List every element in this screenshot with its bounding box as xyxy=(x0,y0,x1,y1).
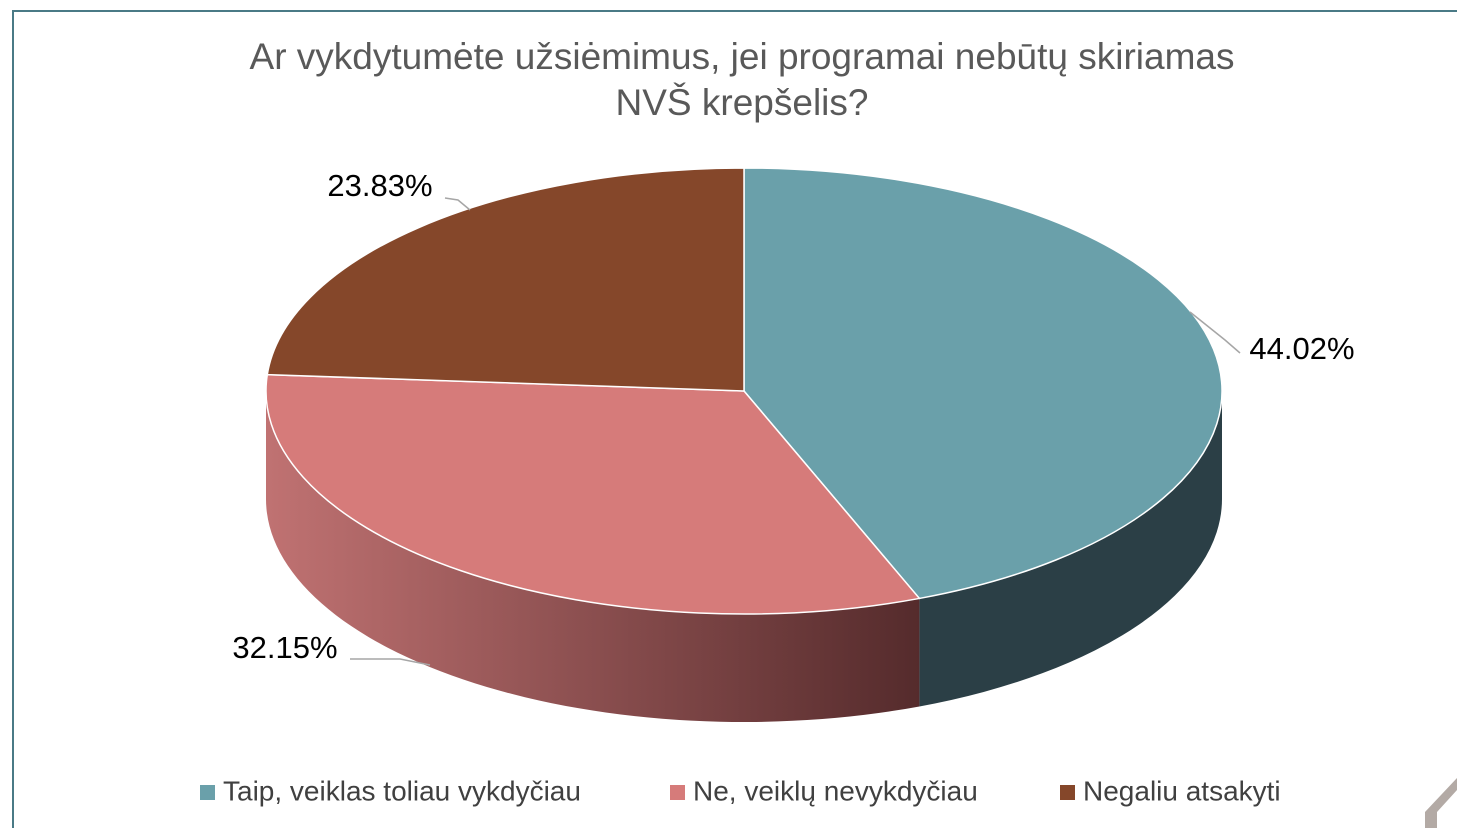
data-label: 23.83% xyxy=(327,168,432,203)
data-labels: 44.02% 32.15% 23.83% xyxy=(232,168,1355,666)
leader-line xyxy=(1189,311,1241,354)
pie-slice xyxy=(743,167,1223,600)
legend-label: Negaliu atsakyti xyxy=(1083,775,1281,806)
pie-side xyxy=(266,391,920,722)
chart-title: Ar vykdytumėte užsiėmimus, jei programai… xyxy=(249,36,1235,123)
leader-line xyxy=(444,197,471,211)
data-label: 32.15% xyxy=(232,630,337,665)
pie-tops xyxy=(265,167,1223,615)
pie-slice xyxy=(265,373,921,615)
legend-swatch xyxy=(200,785,215,800)
pie-sides xyxy=(266,391,1222,722)
corner-decoration xyxy=(1425,778,1457,828)
legend-label: Taip, veiklas toliau vykdyčiau xyxy=(223,775,581,806)
pie-side xyxy=(919,391,1222,707)
legend-label: Ne, veiklų nevykdyčiau xyxy=(693,775,978,806)
leader-line xyxy=(350,658,431,666)
data-label: 44.02% xyxy=(1249,331,1354,366)
legend-swatch xyxy=(1060,785,1075,800)
pie-slice xyxy=(266,167,745,392)
legend: Taip, veiklas toliau vykdyčiau Ne, veiklų… xyxy=(200,775,1281,806)
legend-swatch xyxy=(670,785,685,800)
